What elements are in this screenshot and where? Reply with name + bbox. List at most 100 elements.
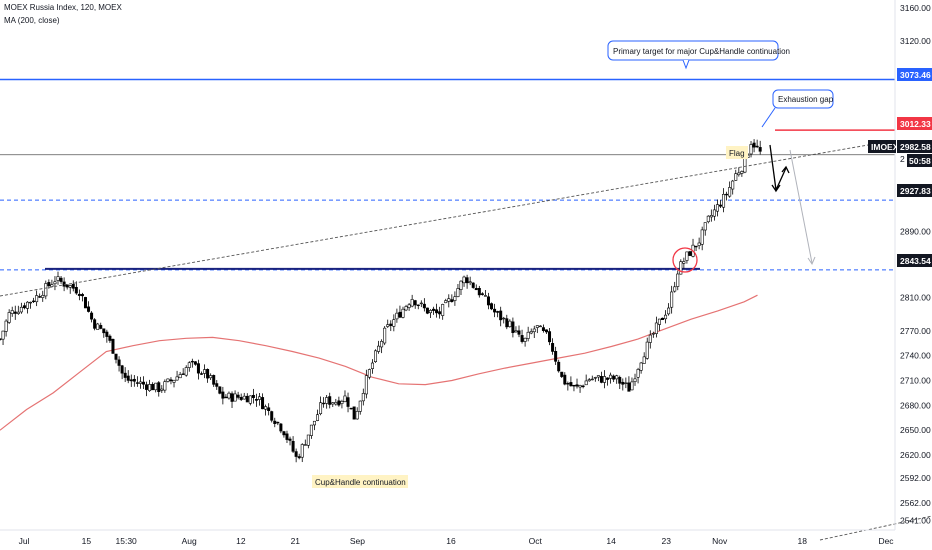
x-tick-label: Aug <box>182 536 197 546</box>
candle-body <box>474 288 478 291</box>
candle-body <box>651 333 655 335</box>
candle-body <box>505 318 509 328</box>
candle-body <box>364 375 368 395</box>
candle-body <box>172 379 176 383</box>
candle-body <box>465 277 469 284</box>
candle-body <box>685 251 689 261</box>
candle-body <box>270 411 274 421</box>
candle-body <box>401 308 405 318</box>
candle-body <box>425 307 429 314</box>
chart-title: MOEX Russia Index, 120, MOEX <box>4 3 122 12</box>
candle-body <box>435 309 439 314</box>
candle-body <box>279 423 283 432</box>
candle-body <box>145 384 149 390</box>
candle-body <box>734 173 738 181</box>
x-tick-label: Dec <box>878 536 894 546</box>
x-tick-label: 14 <box>606 536 616 546</box>
exhaustion-gap-callout[interactable]: Exhaustion gap <box>761 89 834 128</box>
candle-body <box>83 297 87 309</box>
candle-body <box>715 204 719 212</box>
candle-body <box>285 433 289 440</box>
candle-body <box>199 373 203 375</box>
candle-body <box>273 420 277 424</box>
candle-body <box>419 302 423 305</box>
candle-body <box>438 311 442 315</box>
candle-body <box>563 374 567 385</box>
candle-body <box>374 350 378 363</box>
handle-down-arrowhead <box>771 184 781 193</box>
flag-callout[interactable]: Flag <box>726 146 748 159</box>
projection-arrowhead <box>807 256 816 266</box>
candle-body <box>248 395 252 404</box>
primary-target-callout[interactable]: Primary target for major Cup&Handle cont… <box>607 40 790 70</box>
primary-target-label: Primary target for major Cup&Handle cont… <box>613 47 790 56</box>
candle-body <box>254 399 258 401</box>
candle-body <box>584 380 588 386</box>
target-price-text: 3073.46 <box>900 70 931 80</box>
candle-body <box>367 369 371 378</box>
candle-body <box>239 397 243 400</box>
candle-body <box>209 375 213 379</box>
candle-body <box>44 283 48 297</box>
candle-body <box>236 394 240 398</box>
projection-arrow-line <box>789 149 813 264</box>
breakout-circle <box>672 247 698 273</box>
y-tick-label: 2810.00 <box>900 293 931 303</box>
candle-body <box>291 441 295 452</box>
candle-body <box>471 282 475 288</box>
candle-body <box>105 331 109 337</box>
candle-body <box>38 296 42 298</box>
candle-body <box>538 325 542 328</box>
candle-body <box>215 383 219 387</box>
candle-body <box>682 261 686 264</box>
candle-body <box>132 378 136 382</box>
candle-body <box>74 286 78 294</box>
candle-body <box>65 284 69 288</box>
candle-body <box>53 281 57 285</box>
candle-body <box>261 397 265 410</box>
candle-body <box>450 299 454 303</box>
candle-body <box>456 288 460 297</box>
candle-body <box>175 376 179 381</box>
candle-body <box>349 407 353 410</box>
neckline-price-text: 2843.54 <box>900 256 931 266</box>
cup-handle-callout[interactable]: Cup&Handle continuation <box>312 475 408 488</box>
candle-body <box>288 438 292 441</box>
candle-body <box>551 343 555 352</box>
x-tick-label: Jul <box>19 536 30 546</box>
x-tick-label: 23 <box>662 536 672 546</box>
rising-trendline <box>0 144 869 297</box>
y-tick-label: 2770.00 <box>900 326 931 336</box>
y-tick-label: 2740.00 <box>900 351 931 361</box>
candle-body <box>578 385 582 388</box>
x-tick-label: Nov <box>712 536 728 546</box>
candle-body <box>4 320 8 332</box>
candle-body <box>633 378 637 382</box>
candle-body <box>432 308 436 311</box>
candle-body <box>80 294 84 297</box>
candle-body <box>548 331 552 343</box>
candle-body <box>346 397 350 407</box>
gap-high-price-text: 3012.33 <box>900 119 931 129</box>
candle-body <box>322 402 326 405</box>
candle-body <box>193 361 197 365</box>
candle-body <box>276 421 280 424</box>
candle-body <box>370 362 374 369</box>
target-price-tag: 3073.46 <box>897 68 932 81</box>
candle-body <box>1 330 5 340</box>
candle-body <box>221 391 225 399</box>
moving-average-layer <box>0 294 758 431</box>
candle-body <box>673 286 677 292</box>
candle-body <box>111 338 115 354</box>
candle-body <box>606 377 610 380</box>
candle-body <box>297 456 301 459</box>
candle-body <box>129 379 133 382</box>
candle-body <box>404 306 408 311</box>
x-tick-label: 15 <box>82 536 92 546</box>
candle-body <box>340 401 344 404</box>
candle-body <box>343 395 347 402</box>
candle-body <box>230 393 234 402</box>
candle-body <box>380 341 384 348</box>
